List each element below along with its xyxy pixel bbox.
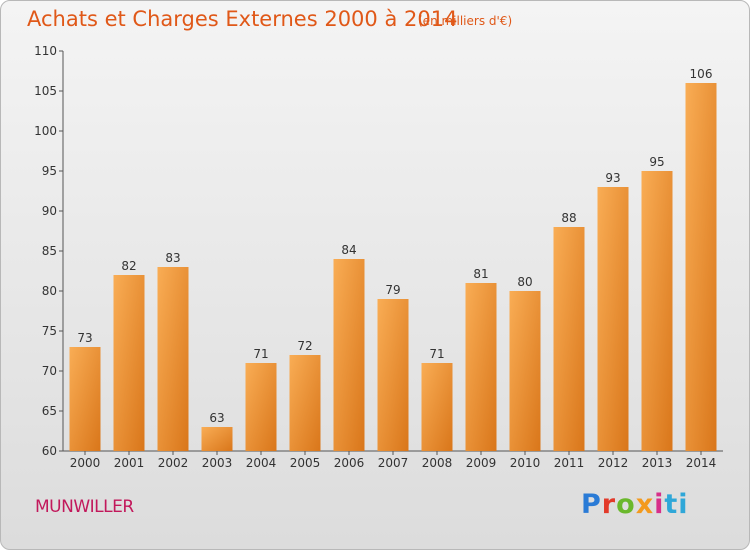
bar — [553, 227, 585, 451]
x-tick-label: 2004 — [246, 456, 277, 470]
bar-value-label: 95 — [649, 155, 664, 169]
y-tick-label: 80 — [42, 284, 57, 298]
x-tick-label: 2008 — [422, 456, 453, 470]
bar — [333, 259, 365, 451]
bar-value-label: 80 — [517, 275, 532, 289]
y-tick-label: 70 — [42, 364, 57, 378]
y-tick-label: 85 — [42, 244, 57, 258]
bar — [377, 299, 409, 451]
logo-letter: ti — [664, 489, 689, 520]
bar-value-label: 73 — [77, 331, 92, 345]
bar — [157, 267, 189, 451]
logo-letter: o — [616, 489, 636, 520]
bar-value-label: 106 — [690, 67, 713, 81]
proxiti-logo: Proxiti — [581, 489, 689, 520]
chart-subtitle: (en milliers d'€) — [418, 14, 513, 28]
bar-value-label: 88 — [561, 211, 576, 225]
x-tick-label: 2006 — [334, 456, 365, 470]
x-tick-label: 2002 — [158, 456, 189, 470]
chart-title: Achats et Charges Externes 2000 à 2014 — [27, 7, 458, 31]
bar-value-label: 84 — [341, 243, 356, 257]
logo-letter: r — [601, 489, 617, 520]
bar-value-label: 72 — [297, 339, 312, 353]
bar — [509, 291, 541, 451]
bar — [685, 83, 717, 451]
y-tick-label: 60 — [42, 444, 57, 458]
bar — [113, 275, 145, 451]
bar — [245, 363, 277, 451]
bar-value-label: 71 — [253, 347, 268, 361]
logo-letter: P — [581, 489, 602, 520]
y-tick-label: 110 — [34, 44, 57, 58]
x-tick-label: 2007 — [378, 456, 409, 470]
x-tick-label: 2009 — [466, 456, 497, 470]
logo-letter: i — [654, 489, 665, 520]
y-tick-label: 75 — [42, 324, 57, 338]
x-tick-label: 2012 — [598, 456, 629, 470]
bar-value-label: 71 — [429, 347, 444, 361]
chart-labels: 73 2000 82 2001 83 2002 63 2003 71 2004 72 2005 84 20… — [70, 67, 717, 470]
x-tick-label: 2003 — [202, 456, 233, 470]
bar-value-label: 82 — [121, 259, 136, 273]
bar — [201, 427, 233, 451]
bar-value-label: 83 — [165, 251, 180, 265]
y-tick-label: 65 — [42, 404, 57, 418]
y-tick-label: 105 — [34, 84, 57, 98]
x-tick-label: 2000 — [70, 456, 101, 470]
bar — [641, 171, 673, 451]
x-tick-label: 2001 — [114, 456, 145, 470]
y-tick-label: 95 — [42, 164, 57, 178]
commune-name: MUNWILLER — [35, 497, 134, 517]
bar — [465, 283, 497, 451]
logo-letter: x — [635, 489, 655, 520]
bar-value-label: 81 — [473, 267, 488, 281]
bar — [69, 347, 101, 451]
bar-value-label: 79 — [385, 283, 400, 297]
bar — [421, 363, 453, 451]
bar-value-label: 93 — [605, 171, 620, 185]
x-tick-label: 2013 — [642, 456, 673, 470]
chart-axes: 60 65 70 75 80 85 90 95 100 105 110 — [34, 44, 723, 458]
x-tick-label: 2011 — [554, 456, 585, 470]
chart-bars — [69, 83, 717, 451]
bar — [289, 355, 321, 451]
x-tick-label: 2005 — [290, 456, 321, 470]
bar — [597, 187, 629, 451]
x-tick-label: 2014 — [686, 456, 717, 470]
y-tick-label: 100 — [34, 124, 57, 138]
x-tick-label: 2010 — [510, 456, 541, 470]
y-tick-label: 90 — [42, 204, 57, 218]
bar-value-label: 63 — [209, 411, 224, 425]
